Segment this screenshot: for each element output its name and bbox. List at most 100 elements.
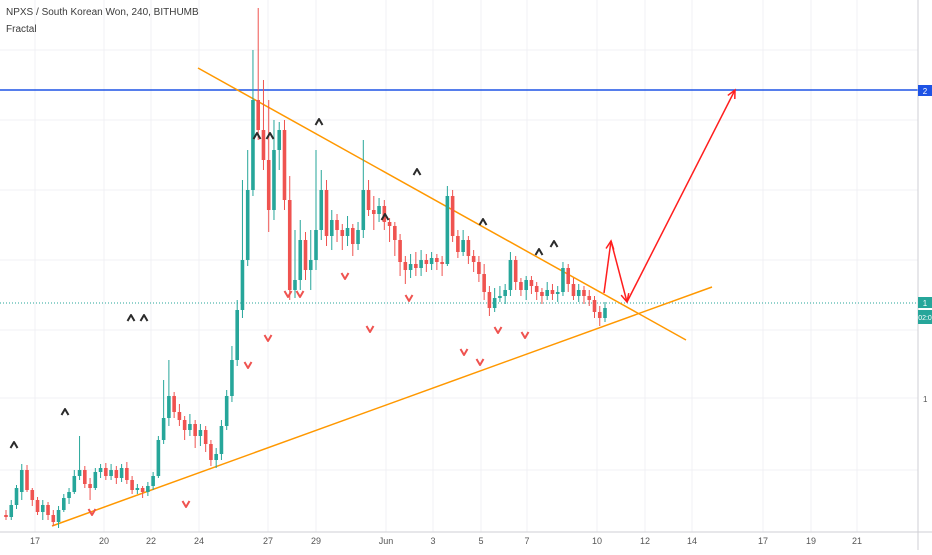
candle-body bbox=[314, 230, 318, 260]
candle-body bbox=[130, 480, 134, 490]
candle-body bbox=[272, 150, 276, 210]
candle-body bbox=[214, 454, 218, 460]
candle-body bbox=[40, 505, 45, 512]
candle-body bbox=[356, 230, 360, 244]
candle-body bbox=[256, 100, 261, 130]
candle-body bbox=[503, 290, 507, 296]
candle-body bbox=[51, 515, 56, 522]
symbol-title: NPXS / South Korean Won, 240, BITHUMB bbox=[6, 7, 199, 18]
candle-body bbox=[335, 220, 339, 230]
projection-arrowhead bbox=[727, 88, 736, 100]
projection-segment bbox=[610, 240, 628, 303]
fractal-down-marker bbox=[340, 272, 350, 280]
x-tick-label: 24 bbox=[194, 536, 204, 546]
projection-arrows bbox=[603, 88, 736, 304]
y-tick-label: 1 bbox=[923, 299, 928, 308]
candle-body bbox=[72, 476, 77, 492]
candle-body bbox=[492, 298, 497, 308]
candle-body bbox=[372, 210, 376, 214]
candle-body bbox=[524, 280, 528, 290]
candle-body bbox=[193, 424, 197, 436]
fractal-down-marker bbox=[243, 361, 253, 369]
x-tick-label: 27 bbox=[263, 536, 273, 546]
candle-body bbox=[30, 490, 35, 500]
candle-body bbox=[161, 418, 166, 440]
fractal-up-marker bbox=[126, 314, 136, 322]
candle-body bbox=[287, 200, 292, 290]
candle-body bbox=[4, 515, 8, 517]
candle-body bbox=[435, 258, 439, 262]
candle-body bbox=[414, 264, 418, 268]
candle-body bbox=[534, 286, 539, 292]
candle-body bbox=[566, 268, 571, 284]
candle-body bbox=[224, 396, 229, 426]
fractal-up-marker bbox=[265, 132, 275, 140]
candle-body bbox=[266, 160, 271, 210]
x-tick-label: 3 bbox=[430, 536, 435, 546]
candle-body bbox=[471, 256, 476, 262]
candle-body bbox=[377, 206, 381, 214]
candle-body bbox=[519, 282, 523, 290]
candle-body bbox=[67, 492, 71, 498]
candle-body bbox=[303, 240, 308, 270]
fractal-up-marker bbox=[478, 218, 488, 226]
candle-body bbox=[450, 196, 455, 236]
fractal-up-marker bbox=[252, 132, 262, 140]
drawing-lines bbox=[0, 67, 918, 527]
indicator-label[interactable]: Fractal bbox=[6, 24, 37, 35]
candle-body bbox=[440, 262, 444, 264]
fractal-markers bbox=[9, 118, 559, 516]
candle-body bbox=[251, 100, 255, 190]
candle-body bbox=[104, 468, 108, 476]
candle-body bbox=[461, 240, 465, 252]
candle-body bbox=[25, 470, 29, 490]
candle-body bbox=[429, 258, 434, 264]
candle-body bbox=[219, 426, 224, 454]
x-tick-label: 19 bbox=[806, 536, 816, 546]
candle-body bbox=[35, 500, 40, 512]
candle-body bbox=[125, 468, 129, 480]
candle-body bbox=[555, 292, 560, 294]
candle-body bbox=[582, 290, 586, 296]
countdown-label: 02:0 bbox=[918, 315, 932, 322]
projection-segment bbox=[603, 240, 612, 294]
candle-body bbox=[261, 130, 266, 160]
candle-body bbox=[9, 505, 14, 517]
candle-body bbox=[140, 488, 145, 492]
candle-body bbox=[88, 484, 92, 488]
candle-body bbox=[203, 430, 208, 444]
candle-body bbox=[398, 240, 402, 262]
fractal-down-marker bbox=[459, 348, 469, 356]
candle-body bbox=[466, 240, 471, 256]
candle-body bbox=[482, 274, 486, 292]
candle-body bbox=[603, 308, 607, 318]
candle-body bbox=[119, 468, 124, 478]
candle-body bbox=[188, 424, 192, 430]
candle-body bbox=[587, 296, 592, 300]
candle-body bbox=[513, 260, 518, 282]
candle-body bbox=[319, 190, 324, 230]
candle-body bbox=[98, 468, 103, 472]
candle-body bbox=[550, 290, 555, 294]
candle-body bbox=[561, 268, 565, 292]
countdown-tag bbox=[918, 310, 932, 324]
candle-body bbox=[393, 226, 397, 240]
x-tick-label: 12 bbox=[640, 536, 650, 546]
candle-body bbox=[93, 472, 98, 488]
candle-body bbox=[408, 264, 413, 270]
y-tick-label: 1 bbox=[923, 395, 928, 404]
candle-body bbox=[56, 510, 61, 522]
x-tick-label: 14 bbox=[687, 536, 697, 546]
fractal-down-marker bbox=[283, 290, 293, 298]
candle-body bbox=[198, 430, 203, 436]
x-tick-label: Jun bbox=[379, 536, 394, 546]
candle-body bbox=[576, 290, 581, 296]
x-tick-label: 5 bbox=[478, 536, 483, 546]
candle-body bbox=[329, 220, 334, 236]
candle-body bbox=[167, 396, 171, 418]
candle-body bbox=[308, 260, 313, 270]
x-tick-label: 29 bbox=[311, 536, 321, 546]
